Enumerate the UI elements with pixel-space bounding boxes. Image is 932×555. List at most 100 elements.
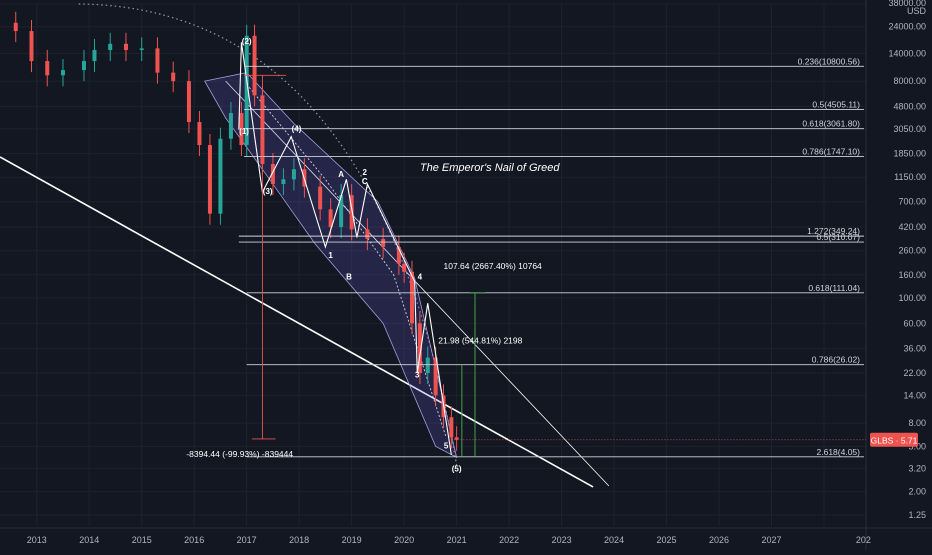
fib-label: 0.786(1747.10) xyxy=(802,146,860,156)
candle-body xyxy=(454,437,459,440)
fib-label: 0.5(4505.11) xyxy=(812,100,860,110)
candle-body xyxy=(171,72,176,82)
currency-label: USD xyxy=(907,6,927,16)
candle-body xyxy=(339,195,344,228)
y-tick-label: 1150.00 xyxy=(894,172,926,182)
elliott-wave-path xyxy=(238,42,452,456)
wave-labels: (2) (1) (3) (4) A 2C 1 B 4 3 5 (5) xyxy=(239,37,462,474)
x-tick-label: 2018 xyxy=(289,535,309,545)
candle-body xyxy=(291,169,296,180)
candle-body xyxy=(218,138,223,214)
x-tick-label: 2020 xyxy=(394,535,414,545)
y-tick-label: 8.00 xyxy=(908,418,926,428)
fib-label: 0.618(3061.80) xyxy=(802,119,860,129)
y-tick-label: 14000.00 xyxy=(888,48,926,58)
x-tick-label: 2025 xyxy=(657,535,677,545)
y-tick-label: 3050.00 xyxy=(893,124,926,134)
wave-label: (4) xyxy=(292,125,302,134)
candle-body xyxy=(197,122,202,146)
fib-label: 0.786(26.02) xyxy=(812,355,860,365)
candle-body xyxy=(139,48,144,51)
fib-label: 0.5(310.07) xyxy=(817,232,861,242)
y-tick-label: 260.00 xyxy=(898,246,926,256)
candle-body xyxy=(328,209,333,228)
wave-label: C xyxy=(362,177,368,186)
y-tick-label: 420.00 xyxy=(898,222,926,232)
x-tick-label: 2017 xyxy=(237,535,257,545)
y-tick-label: 1.25 xyxy=(908,510,926,520)
measure-mid-label: 21.98 (544.81%) 2198 xyxy=(438,335,522,345)
candle-body xyxy=(318,186,323,210)
y-tick-label: 160.00 xyxy=(898,270,926,280)
wave-label: B xyxy=(346,273,352,282)
ticker-badge[interactable]: GLBS · 5.71 xyxy=(870,432,918,447)
y-tick-label: 3.20 xyxy=(908,463,926,473)
x-tick-label: 2027 xyxy=(762,535,782,545)
y-tick-label: 8000.00 xyxy=(893,76,926,86)
x-tick-label: 2014 xyxy=(79,535,99,545)
wave-label: 3 xyxy=(415,371,420,380)
wave-label: (5) xyxy=(452,465,462,474)
measure-drop-label: -8394.44 (-99.93%) -839444 xyxy=(186,449,293,459)
y-tick-label: 14.00 xyxy=(903,390,926,400)
candle-body xyxy=(186,81,191,123)
x-tick-label: 202 xyxy=(856,535,871,545)
candle-body xyxy=(13,22,18,32)
channel-shape xyxy=(204,72,458,459)
fib-label: 0.618(111.04) xyxy=(808,283,860,293)
chart-title: The Emperor's Nail of Greed xyxy=(420,162,561,174)
wave-label: (1) xyxy=(239,127,249,136)
y-tick-label: 1850.00 xyxy=(893,149,926,159)
candle-body xyxy=(239,113,244,146)
candle-body xyxy=(281,179,286,185)
candle-body xyxy=(92,50,97,62)
x-tick-label: 2013 xyxy=(27,535,47,545)
wave-label: 2 xyxy=(363,168,368,177)
candle-body xyxy=(396,247,401,264)
x-tick-label: 2016 xyxy=(184,535,204,545)
candle-body xyxy=(402,263,407,272)
ticker-badge-label: GLBS · 5.71 xyxy=(871,435,918,445)
x-tick-label: 2019 xyxy=(342,535,362,545)
candle-body xyxy=(449,417,454,438)
y-tick-label: 2.00 xyxy=(908,487,926,497)
thin-trendline xyxy=(225,80,610,487)
candle-body xyxy=(410,271,415,324)
y-tick-label: 60.00 xyxy=(903,318,926,328)
fib-label: 1.272(349.24) xyxy=(807,226,860,236)
candle-body xyxy=(270,163,275,185)
candle-body xyxy=(433,357,438,396)
candle-body xyxy=(60,70,65,76)
y-tick-label: 22.00 xyxy=(903,368,926,378)
dotted-arc xyxy=(78,3,458,466)
wave-label: 4 xyxy=(418,273,423,282)
candle-body xyxy=(349,195,354,230)
x-tick-label: 2026 xyxy=(709,535,729,545)
long-trendline xyxy=(0,156,594,488)
fib-label: 0.236(10800.56) xyxy=(798,56,861,66)
time-axis: 2013 2014 2015 2016 2017 2018 2019 2020 2021 2022… xyxy=(27,535,871,545)
candle-body xyxy=(381,238,386,248)
candle-body xyxy=(45,61,50,76)
wave-label: (3) xyxy=(263,187,273,196)
y-tick-label: 38000.00 xyxy=(888,0,926,8)
x-tick-label: 2022 xyxy=(499,535,519,545)
candle-body xyxy=(81,61,86,71)
candle-body xyxy=(252,35,257,96)
y-tick-label: 36.00 xyxy=(903,344,926,354)
wave-label: 5 xyxy=(444,441,449,450)
fib-levels: 0.236(10800.56) 0.5(4505.11) 0.618(3061.80… xyxy=(238,56,864,458)
ticker-badge-bg xyxy=(870,432,918,447)
candle-body xyxy=(123,43,128,51)
candle-body xyxy=(108,43,113,51)
candle-body xyxy=(365,229,370,239)
x-tick-label: 2021 xyxy=(447,535,467,545)
measure-top-label: 107.64 (2667.40%) 10764 xyxy=(443,261,542,271)
x-tick-label: 2015 xyxy=(132,535,152,545)
x-tick-label: 2024 xyxy=(604,535,624,545)
inner-channel-dotted xyxy=(246,84,447,438)
y-tick-label: 4800.00 xyxy=(893,101,926,111)
